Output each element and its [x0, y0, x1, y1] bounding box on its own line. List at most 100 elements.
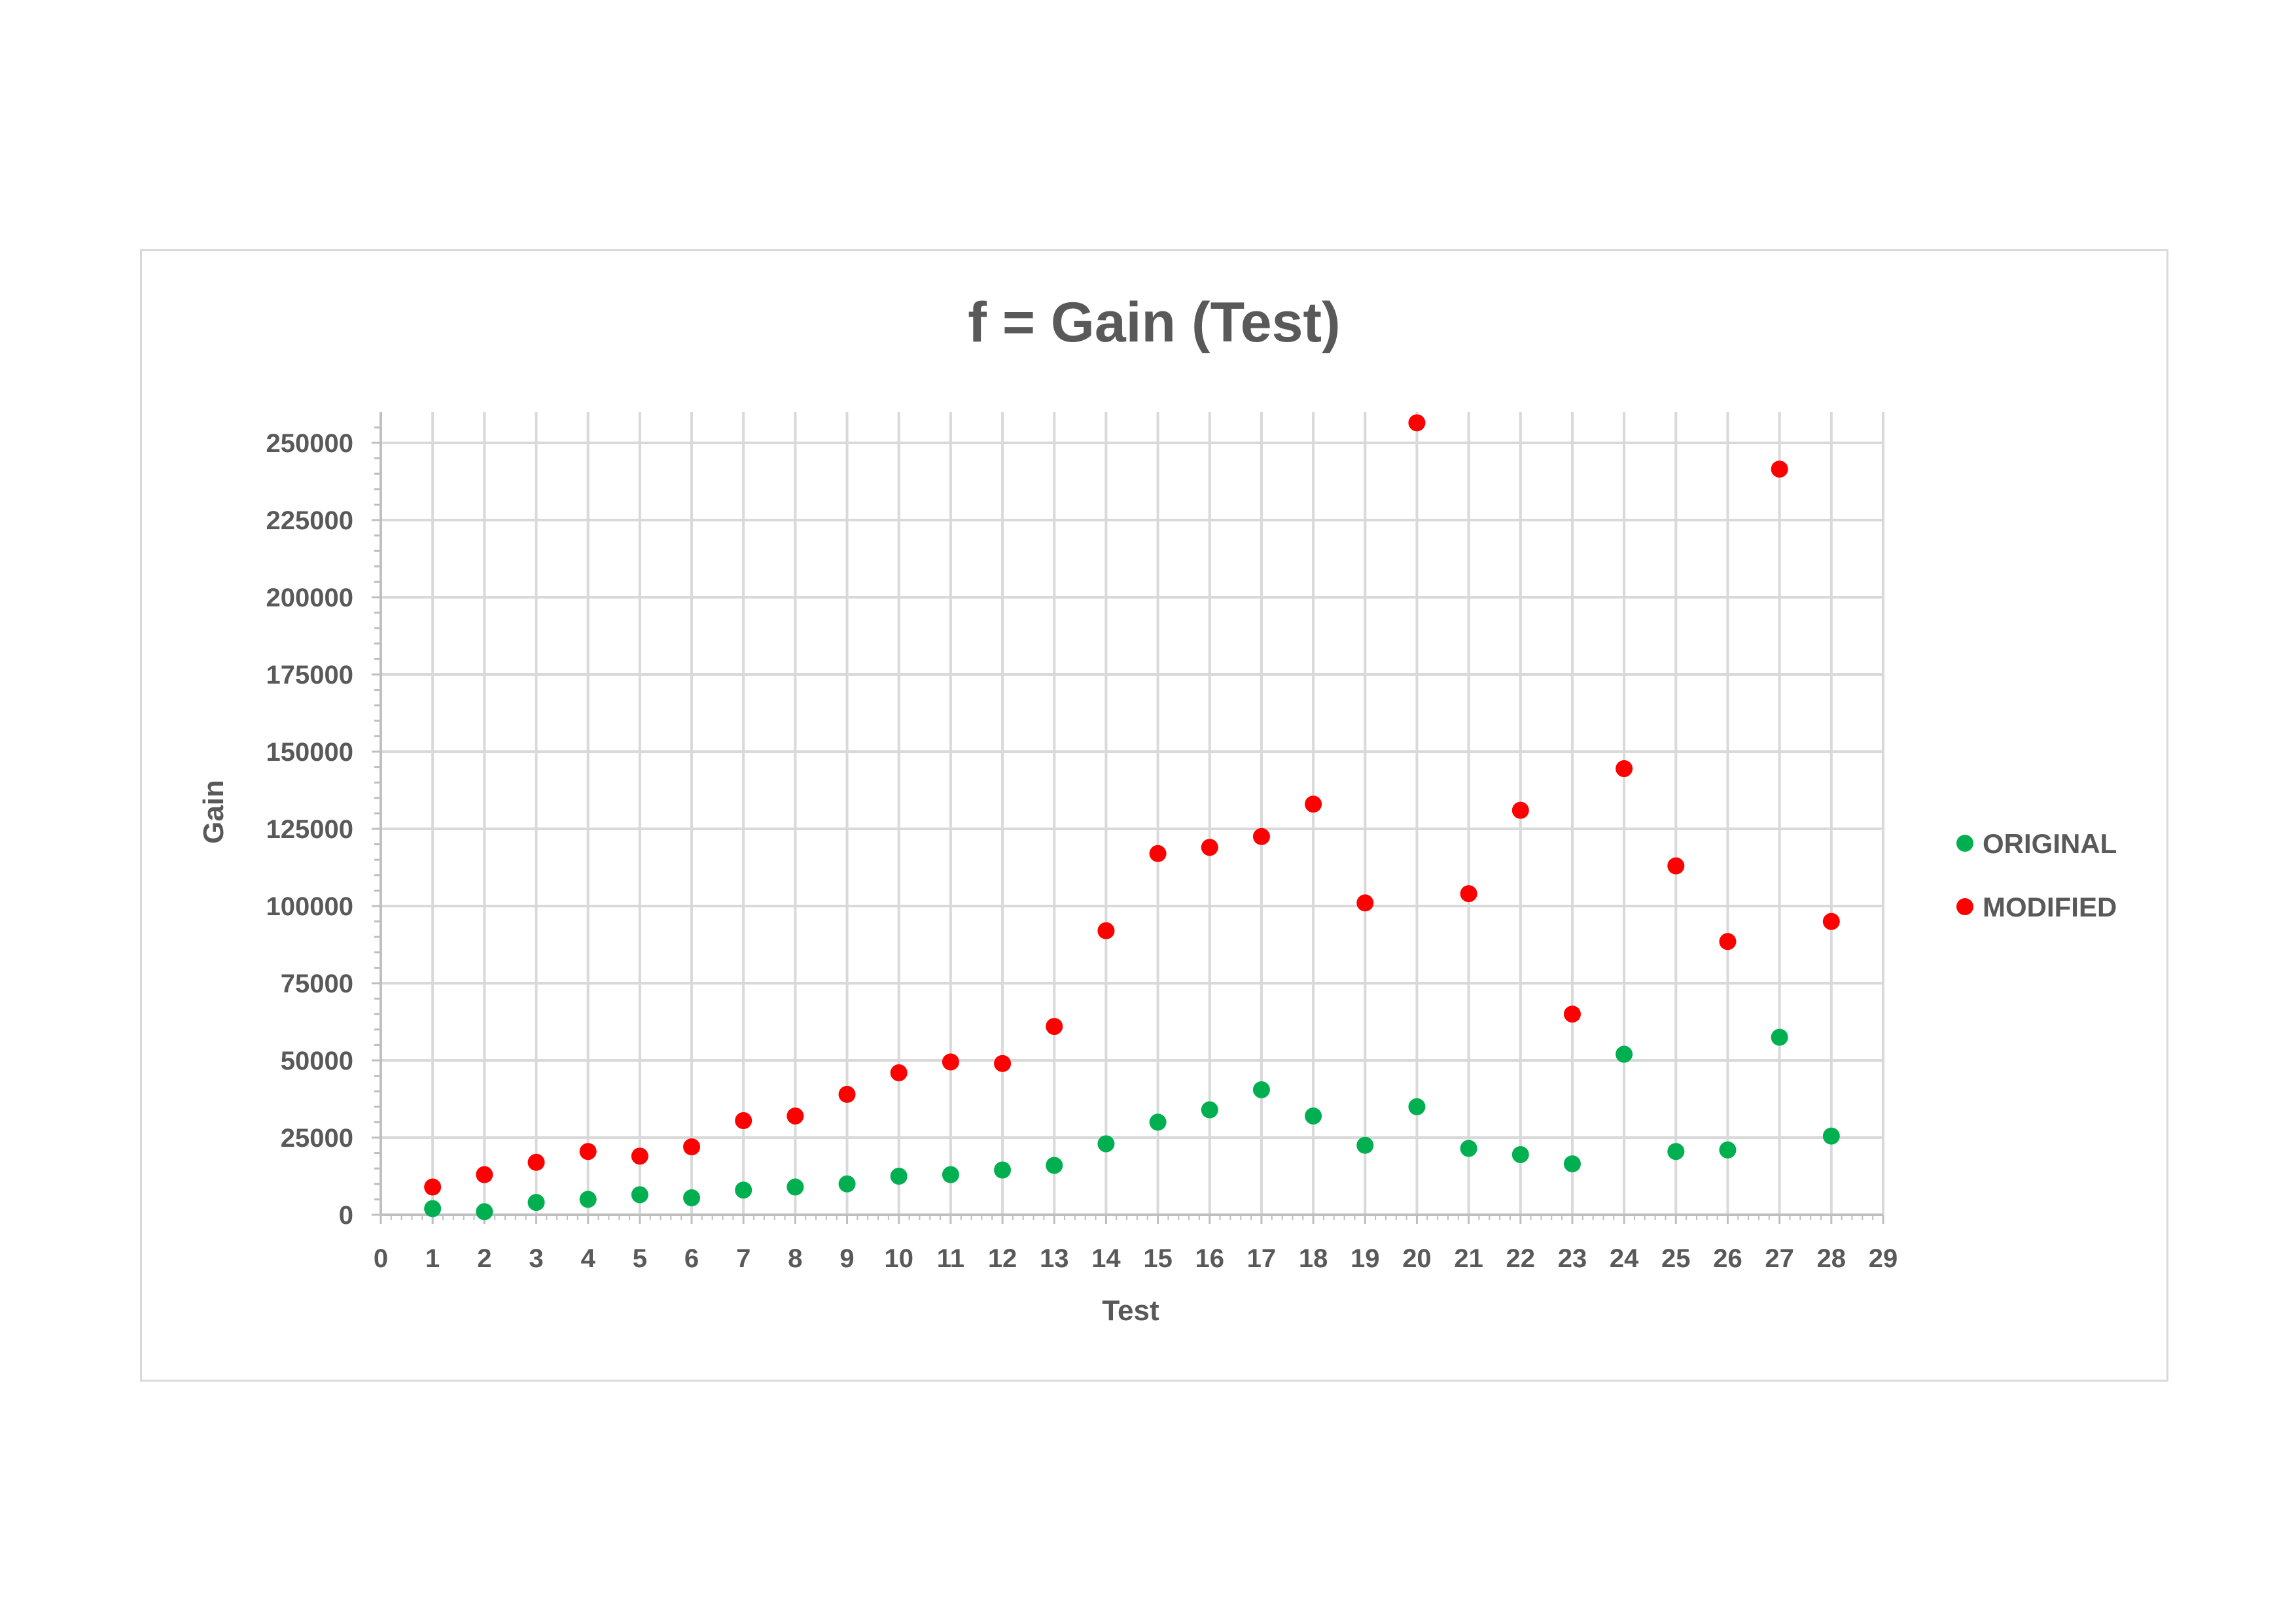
x-axis-title: Test [1102, 1295, 1159, 1327]
data-point-original [735, 1181, 752, 1199]
data-point-original [994, 1161, 1012, 1179]
data-point-original [1149, 1113, 1167, 1131]
data-point-original [1667, 1143, 1685, 1161]
x-tick-label: 25 [1661, 1244, 1691, 1273]
data-point-original [942, 1166, 959, 1183]
data-point-modified [579, 1143, 597, 1161]
data-point-modified [1252, 828, 1270, 845]
data-point-modified [476, 1166, 493, 1183]
x-tick-label: 4 [581, 1244, 596, 1273]
x-tick-label: 12 [988, 1244, 1017, 1273]
x-tick-label: 27 [1765, 1244, 1794, 1273]
data-point-modified [786, 1107, 804, 1125]
data-point-modified [735, 1112, 752, 1130]
y-tick-label: 225000 [266, 506, 353, 535]
data-point-modified [942, 1053, 959, 1071]
x-tick-label: 15 [1143, 1244, 1173, 1273]
data-point-modified [1149, 845, 1167, 862]
x-tick-label: 16 [1195, 1244, 1225, 1273]
data-point-original [786, 1178, 804, 1196]
data-point-modified [890, 1064, 908, 1081]
data-point-modified [1511, 801, 1529, 819]
x-tick-label: 28 [1817, 1244, 1846, 1273]
chart-title: f = Gain (Test) [968, 291, 1340, 354]
data-point-modified [1719, 933, 1737, 951]
data-point-original [1305, 1107, 1322, 1125]
data-point-original [890, 1168, 908, 1185]
x-tick-label: 0 [374, 1244, 388, 1273]
legend-label-modified: MODIFIED [1983, 892, 2117, 922]
data-point-modified [683, 1138, 701, 1156]
data-point-modified [1201, 839, 1218, 856]
x-tick-label: 14 [1091, 1244, 1121, 1273]
data-point-modified [1460, 885, 1477, 903]
data-points [424, 414, 1840, 1221]
data-point-original [1356, 1136, 1374, 1154]
x-tick-label: 6 [684, 1244, 699, 1273]
x-tick-label: 9 [839, 1244, 854, 1273]
data-point-modified [1667, 857, 1685, 875]
x-tick-label: 7 [736, 1244, 751, 1273]
data-point-modified [1822, 913, 1840, 930]
data-point-original [1771, 1028, 1788, 1046]
data-point-original [1408, 1098, 1426, 1115]
data-point-original [1252, 1081, 1270, 1098]
y-tick-label: 50000 [281, 1047, 353, 1075]
legend-marker-original [1956, 835, 1973, 852]
x-tick-label: 10 [884, 1244, 913, 1273]
data-point-modified [1408, 414, 1426, 432]
data-point-original [1511, 1145, 1529, 1163]
x-tick-label: 20 [1402, 1244, 1432, 1273]
x-tick-label: 18 [1299, 1244, 1328, 1273]
data-point-modified [527, 1153, 545, 1171]
x-tick-label: 11 [937, 1244, 964, 1273]
x-tick-label: 26 [1713, 1244, 1742, 1273]
data-point-modified [1563, 1005, 1581, 1023]
x-tick-label: 17 [1247, 1244, 1277, 1273]
legend: ORIGINAL MODIFIED [1956, 828, 2117, 922]
data-point-modified [1356, 894, 1374, 912]
data-point-modified [838, 1085, 856, 1103]
data-point-modified [1616, 759, 1633, 777]
x-tick-label: 13 [1040, 1244, 1069, 1273]
data-point-original [1616, 1045, 1633, 1063]
data-point-original [476, 1203, 493, 1221]
x-tick-label: 5 [633, 1244, 647, 1273]
data-point-modified [1305, 795, 1322, 813]
x-tick-label: 22 [1506, 1244, 1536, 1273]
data-point-original [1822, 1127, 1840, 1145]
data-point-original [838, 1175, 856, 1193]
y-tick-label: 150000 [266, 738, 353, 767]
data-point-original [527, 1194, 545, 1212]
y-tick-label: 125000 [266, 815, 353, 844]
grid-lines [381, 412, 1884, 1215]
x-tick-label: 3 [529, 1244, 543, 1273]
tick-labels: 0 1 2 3 4 5 6 7 8 9 10 11 12 13 14 15 16 17 18 19 20 21 22 23 24… [266, 429, 1898, 1273]
x-tick-label: 29 [1869, 1244, 1898, 1273]
series-original [424, 1028, 1840, 1221]
data-point-modified [994, 1055, 1012, 1072]
y-tick-label: 175000 [266, 661, 353, 689]
y-axis-title: Gain [198, 780, 230, 844]
data-point-original [1097, 1135, 1115, 1153]
data-point-modified [1097, 922, 1115, 939]
y-tick-label: 25000 [281, 1124, 353, 1153]
data-point-original [1046, 1157, 1063, 1174]
x-tick-label: 24 [1610, 1244, 1639, 1273]
data-point-original [683, 1189, 701, 1207]
data-point-original [579, 1191, 597, 1208]
data-point-original [631, 1186, 648, 1204]
data-point-original [1201, 1101, 1218, 1119]
y-tick-label: 75000 [281, 969, 353, 998]
data-point-original [1460, 1140, 1477, 1157]
x-tick-label: 8 [788, 1244, 802, 1273]
x-tick-label: 19 [1351, 1244, 1380, 1273]
data-point-original [1719, 1141, 1737, 1159]
axes [372, 412, 1884, 1224]
x-tick-label: 2 [477, 1244, 491, 1273]
x-tick-label: 1 [425, 1244, 440, 1273]
data-point-original [424, 1200, 442, 1217]
data-point-modified [1046, 1018, 1063, 1036]
data-point-modified [631, 1147, 648, 1165]
